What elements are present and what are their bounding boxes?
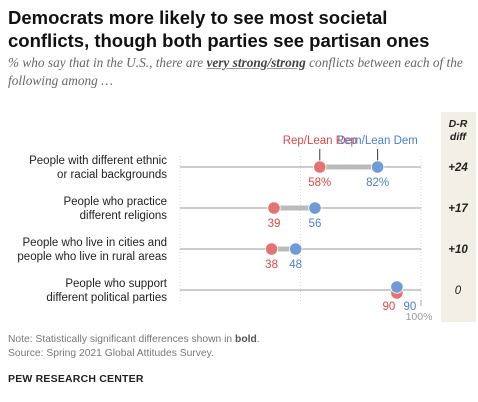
rep-value-label: 90 — [383, 301, 396, 313]
category-label-line-2: or racial backgrounds — [57, 169, 167, 181]
category-label-line-2: people who live in rural areas — [17, 251, 167, 263]
rep-dot — [264, 242, 279, 256]
note-bold: bold — [235, 334, 257, 345]
dem-dot — [289, 242, 303, 256]
rep-value-label: 58% — [308, 177, 331, 189]
dem-dot — [308, 201, 322, 215]
chart-subtitle: % who say that in the U.S., there are ve… — [8, 54, 473, 90]
chart-notes: Note: Statistically significant differen… — [8, 333, 260, 361]
x-tick-label: 100% — [406, 311, 433, 323]
rep-dot — [313, 160, 327, 174]
subtitle-prefix: % who say that in the U.S., there are — [8, 55, 207, 70]
dem-value-label: 48 — [289, 259, 302, 271]
diff-value: +17 — [448, 203, 468, 215]
rep-dot — [267, 201, 281, 215]
org-name: PEW RESEARCH CENTER — [8, 373, 144, 385]
diff-value: +10 — [448, 244, 468, 256]
dem-value-label: 82% — [366, 177, 389, 189]
dem-value-label: 90 — [404, 301, 417, 313]
legend-rep: Rep/Lean Rep — [283, 135, 357, 147]
note-line: Note: Statistically significant differen… — [8, 334, 260, 345]
diff-column-bg — [441, 112, 476, 322]
category-label-line-1: People who support — [65, 278, 167, 290]
category-label-line-2: different religions — [80, 210, 168, 222]
source-line: Source: Spring 2021 Global Attitudes Sur… — [8, 348, 214, 359]
category-label-line-1: People with different ethnic — [29, 155, 167, 167]
category-label-line-2: different political parties — [46, 292, 167, 304]
chart-title: Democrats more likely to see most societ… — [8, 7, 430, 51]
category-label-line-1: People who practice — [63, 196, 167, 208]
dem-value-label: 56 — [309, 218, 322, 230]
diff-value: 0 — [455, 285, 462, 297]
dem-dot — [371, 160, 385, 174]
subtitle-emphasis: very strong/strong — [206, 55, 306, 70]
diff-header-line-1: D-R — [449, 118, 468, 130]
subtitle-suffix: conflicts between each of the following … — [8, 55, 463, 88]
legend-dem: Dem/Lean Dem — [337, 135, 418, 147]
diff-header-line-2: diff — [450, 131, 468, 143]
rep-value-label: 39 — [268, 218, 281, 230]
category-label-line-1: People who live in cities and — [23, 237, 167, 249]
diff-value: +24 — [448, 162, 468, 174]
dem-dot — [390, 280, 404, 294]
rep-value-label: 38 — [265, 259, 278, 271]
